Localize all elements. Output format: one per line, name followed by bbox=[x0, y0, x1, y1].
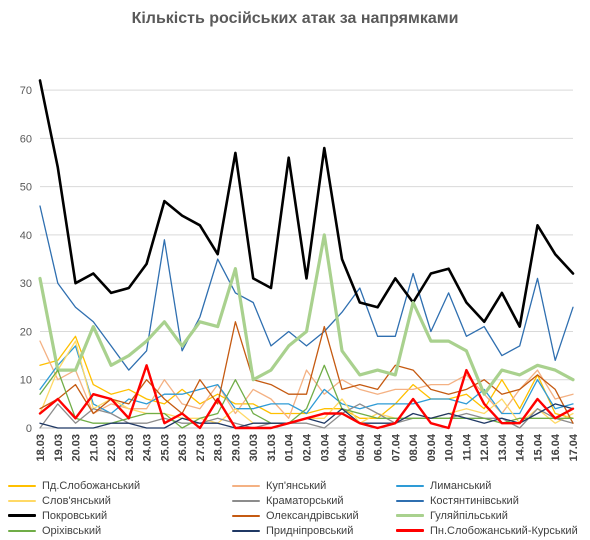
legend-swatch bbox=[232, 529, 260, 532]
x-tick-label: 06.04 bbox=[373, 433, 385, 461]
legend-swatch bbox=[232, 514, 260, 517]
x-tick-label: 16.04 bbox=[550, 433, 562, 461]
chart-title: Кількість російських атак за напрямками bbox=[131, 10, 459, 27]
legend-swatch bbox=[396, 484, 424, 487]
x-tick-label: 03.04 bbox=[319, 433, 331, 461]
legend-item: Придніпровський bbox=[232, 523, 353, 538]
legend-label: Слов'янський bbox=[42, 494, 111, 507]
x-tick-label: 02.04 bbox=[302, 433, 314, 461]
x-tick-label: 21.03 bbox=[88, 434, 100, 462]
series-line-12 bbox=[38, 364, 575, 430]
y-tick-label: 10 bbox=[20, 375, 32, 387]
series-line-3 bbox=[39, 345, 574, 415]
x-tick-label: 01.04 bbox=[284, 433, 296, 461]
legend-swatch bbox=[396, 529, 424, 532]
legend-item: Пн.Слобожанський-Курський bbox=[396, 523, 578, 538]
x-tick-label: 11.04 bbox=[461, 433, 473, 461]
x-tick-label: 05.04 bbox=[355, 433, 367, 461]
legend-item: Покровський bbox=[8, 508, 107, 523]
legend-swatch bbox=[396, 513, 424, 518]
legend-label: Гуляйпільський bbox=[430, 509, 508, 522]
x-tick-label: 29.03 bbox=[230, 434, 242, 462]
legend-label: Придніпровський bbox=[266, 524, 354, 537]
legend: Пд.Слобожанський Куп'янський Лиманський Сло… bbox=[8, 478, 588, 538]
legend-swatch bbox=[8, 529, 36, 532]
x-tick-label: 28.03 bbox=[213, 434, 225, 462]
legend-label: Пн.Слобожанський-Курський bbox=[430, 524, 578, 537]
y-tick-label: 60 bbox=[20, 133, 32, 145]
legend-item: Лиманський bbox=[396, 478, 491, 493]
x-tick-label: 18.03 bbox=[35, 434, 47, 462]
legend-swatch bbox=[232, 484, 260, 487]
x-tick-label: 14.04 bbox=[515, 433, 527, 461]
y-tick-label: 70 bbox=[20, 85, 32, 97]
legend-swatch bbox=[8, 499, 36, 502]
legend-item: Пд.Слобожанський bbox=[8, 478, 140, 493]
legend-label: Лиманський bbox=[430, 479, 492, 492]
legend-item: Краматорський bbox=[232, 493, 344, 508]
legend-item: Слов'янський bbox=[8, 493, 111, 508]
x-tick-label: 13.04 bbox=[497, 433, 509, 461]
x-tick-label: 27.03 bbox=[195, 434, 207, 462]
x-tick-label: 25.03 bbox=[159, 434, 171, 462]
series-line-9 bbox=[38, 233, 575, 396]
legend-swatch bbox=[8, 484, 36, 487]
x-tick-label: 17.04 bbox=[568, 433, 580, 461]
legend-label: Костянтинівський bbox=[430, 494, 519, 507]
legend-item: Костянтинівський bbox=[396, 493, 519, 508]
legend-item: Куп'янський bbox=[232, 478, 326, 493]
legend-label: Краматорський bbox=[266, 494, 344, 507]
legend-label: Олександрівський bbox=[266, 509, 359, 522]
x-tick-label: 20.03 bbox=[71, 434, 83, 462]
y-tick-label: 40 bbox=[20, 230, 32, 242]
series-line-6 bbox=[39, 205, 574, 371]
series-line-7 bbox=[38, 79, 575, 328]
x-tick-label: 19.03 bbox=[53, 434, 65, 462]
y-tick-label: 30 bbox=[20, 278, 32, 290]
x-tick-label: 09.04 bbox=[426, 433, 438, 461]
x-tick-label: 10.04 bbox=[444, 433, 456, 461]
legend-item: Олександрівський bbox=[232, 508, 359, 523]
legend-swatch bbox=[396, 499, 424, 502]
x-tick-label: 31.03 bbox=[266, 434, 278, 462]
legend-label: Пд.Слобожанський bbox=[42, 479, 141, 492]
x-tick-label: 22.03 bbox=[106, 434, 118, 462]
series-line-8 bbox=[39, 321, 574, 424]
legend-swatch bbox=[8, 514, 36, 517]
legend-swatch bbox=[232, 499, 260, 502]
x-tick-label: 24.03 bbox=[142, 434, 154, 462]
legend-item: Гуляйпільський bbox=[396, 508, 508, 523]
x-tick-label: 12.04 bbox=[479, 433, 491, 461]
x-tick-label: 23.03 bbox=[124, 434, 136, 462]
plot-area: 0 10 20 30 40 50 60 70 18.03 19.03 20.03 21.03 22.03… bbox=[20, 79, 580, 462]
x-tick-label: 15.04 bbox=[532, 433, 544, 461]
y-tick-label: 0 bbox=[26, 423, 32, 435]
legend-label: Куп'янський bbox=[266, 479, 327, 492]
y-tick-label: 20 bbox=[20, 326, 32, 338]
y-tick-label: 50 bbox=[20, 182, 32, 194]
x-tick-label: 30.03 bbox=[248, 434, 260, 462]
x-tick-label: 07.04 bbox=[390, 433, 402, 461]
x-tick-label: 04.04 bbox=[337, 433, 349, 461]
x-tick-label: 08.04 bbox=[408, 433, 420, 461]
x-tick-label: 26.03 bbox=[177, 434, 189, 462]
legend-label: Оріхівський bbox=[42, 524, 102, 537]
legend-label: Покровський bbox=[42, 509, 108, 522]
legend-item: Оріхівський bbox=[8, 523, 101, 538]
